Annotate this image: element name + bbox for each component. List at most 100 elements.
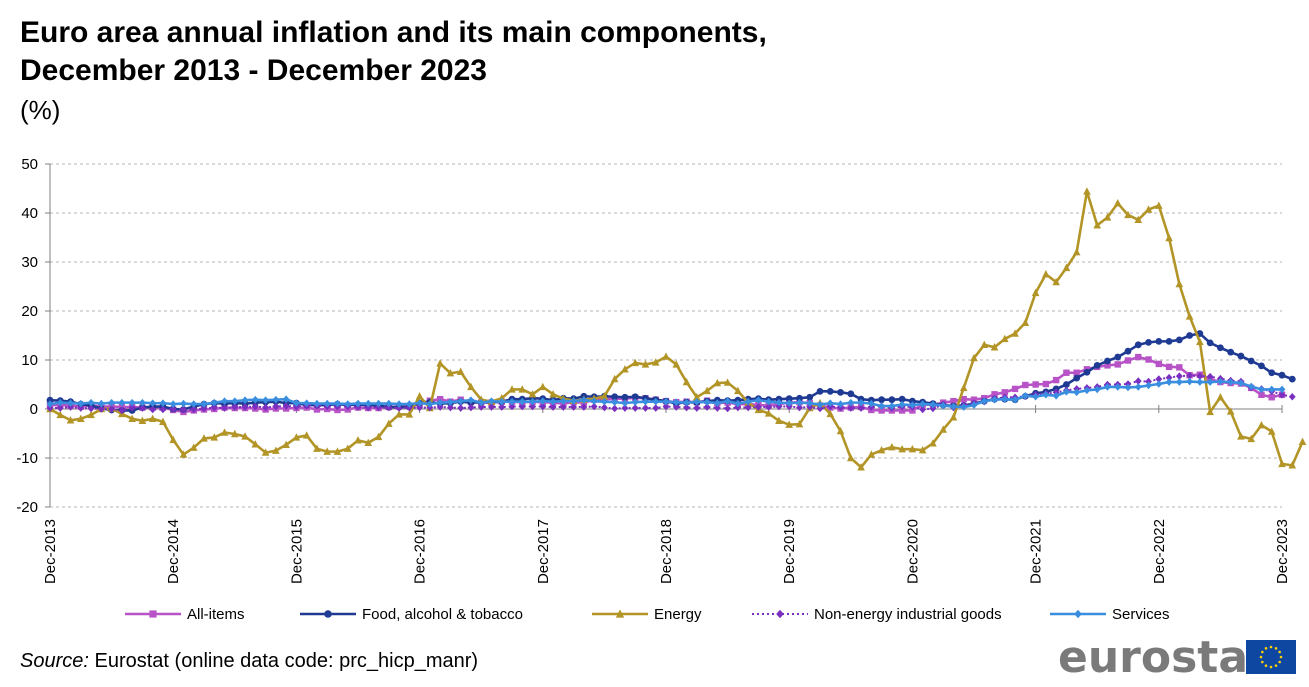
legend-item: Services <box>1050 606 1170 623</box>
data-point <box>621 399 629 407</box>
data-point <box>857 404 865 412</box>
data-point <box>1001 395 1009 403</box>
data-point <box>56 404 64 412</box>
data-point <box>909 397 916 405</box>
source-note: Source: Eurostat (online data code: prc_… <box>20 650 478 673</box>
data-point <box>395 410 403 418</box>
data-point <box>683 398 690 407</box>
eu-flag-icon <box>1246 640 1296 674</box>
data-point <box>1175 279 1184 288</box>
data-point <box>621 365 629 373</box>
data-point <box>108 398 115 407</box>
y-tick-label: 40 <box>21 205 38 222</box>
data-point <box>179 450 188 458</box>
data-point <box>518 402 526 411</box>
flag-star <box>1264 647 1268 650</box>
data-point <box>970 401 978 409</box>
data-point <box>447 398 454 406</box>
data-point <box>1134 341 1142 349</box>
data-point <box>1247 357 1255 365</box>
data-point <box>323 399 331 408</box>
data-point <box>139 398 146 407</box>
data-point <box>1032 381 1039 388</box>
flag-star <box>1264 664 1268 667</box>
data-point <box>641 360 650 368</box>
data-point <box>1268 394 1275 401</box>
data-point <box>826 409 835 418</box>
data-point <box>77 414 85 422</box>
x-tick-label: Dec-2018 <box>658 519 675 584</box>
data-point <box>169 435 177 444</box>
data-point <box>1104 383 1111 391</box>
data-point <box>210 403 218 412</box>
data-point <box>980 340 989 349</box>
data-point <box>877 445 886 454</box>
data-point <box>580 403 588 411</box>
data-point <box>1083 187 1091 195</box>
data-point <box>354 399 362 408</box>
data-point <box>1268 369 1276 377</box>
data-point <box>97 405 105 413</box>
data-point <box>918 445 927 454</box>
data-point <box>456 367 465 375</box>
data-point <box>364 438 373 447</box>
data-point <box>1031 288 1040 297</box>
legend-item: Energy <box>592 606 702 623</box>
data-point <box>1258 385 1265 394</box>
data-point <box>539 382 547 391</box>
data-point <box>1145 381 1152 390</box>
data-point <box>1247 382 1255 391</box>
data-point <box>1155 201 1163 209</box>
series-line <box>49 190 1304 469</box>
data-point <box>949 413 958 421</box>
data-point <box>672 403 680 411</box>
data-point <box>1145 356 1152 363</box>
data-point <box>776 609 784 619</box>
data-point <box>559 397 567 405</box>
data-point <box>159 417 167 425</box>
data-point <box>662 352 670 360</box>
data-point <box>826 399 834 407</box>
chart-title-line-2: December 2013 - December 2023 <box>20 54 487 87</box>
data-point <box>66 416 75 424</box>
data-point <box>816 400 824 409</box>
data-point <box>919 400 927 408</box>
data-point <box>1074 609 1082 619</box>
data-point <box>128 403 136 412</box>
x-tick-label: Dec-2019 <box>781 519 798 584</box>
data-point <box>1226 407 1235 415</box>
data-point <box>231 397 239 405</box>
data-point <box>436 398 444 407</box>
x-tick-label: Dec-2013 <box>42 519 59 584</box>
data-point <box>1114 383 1122 391</box>
data-point <box>785 399 793 407</box>
data-point <box>703 403 711 411</box>
data-point <box>1267 427 1276 435</box>
data-point <box>1175 378 1183 386</box>
data-point <box>878 407 885 414</box>
data-point <box>1185 312 1194 320</box>
data-point <box>1063 369 1070 376</box>
data-point <box>1165 337 1173 345</box>
data-point <box>1298 437 1307 446</box>
data-point <box>159 399 167 407</box>
data-point <box>785 395 793 403</box>
data-point <box>723 378 732 386</box>
data-point <box>251 402 259 411</box>
data-point <box>950 402 957 411</box>
data-point <box>796 403 803 412</box>
legend: All-items Food, alcohol & tobacco Energy No… <box>125 606 1170 623</box>
data-point <box>734 403 742 412</box>
data-point <box>847 404 855 412</box>
data-point <box>1288 375 1296 383</box>
x-tick-label: Dec-2020 <box>904 519 921 584</box>
data-point <box>1073 369 1080 376</box>
data-point <box>796 394 803 402</box>
data-point <box>446 369 455 377</box>
data-point <box>888 396 896 404</box>
data-point <box>518 385 527 393</box>
data-point <box>1206 372 1214 381</box>
data-point <box>909 401 916 409</box>
data-point <box>149 405 157 414</box>
series-services <box>46 377 1286 411</box>
